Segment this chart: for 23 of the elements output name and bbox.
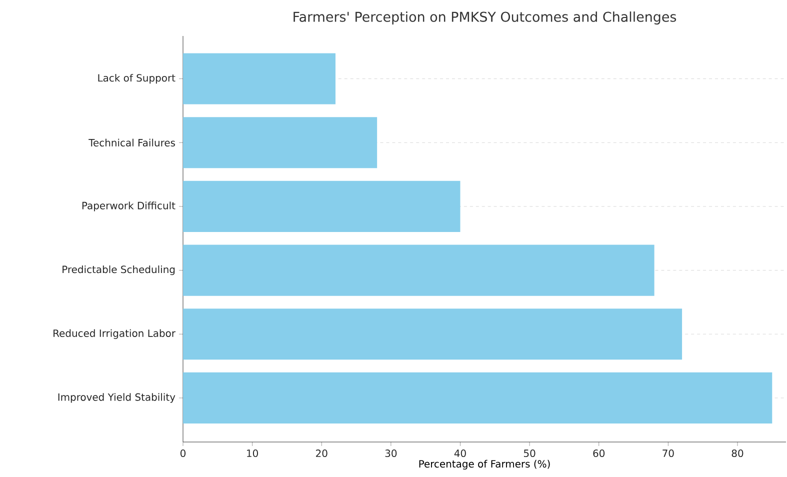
x-tick-label: 30 — [385, 450, 397, 458]
y-tick-label: Reduced Irrigation Labor — [54, 329, 176, 339]
bar — [183, 53, 336, 104]
bar — [183, 308, 682, 360]
x-tick-label: 60 — [593, 450, 605, 458]
y-tick-label: Lack of Support — [98, 74, 176, 84]
chart-title: Farmers' Perception on PMKSY Outcomes and Challenges — [294, 11, 676, 24]
x-tick-label: 0 — [180, 450, 186, 458]
y-tick-label: Predictable Scheduling — [62, 265, 175, 276]
y-tick-label: Improved Yield Stability — [58, 393, 176, 403]
y-tick-label: Paperwork Difficult — [82, 202, 176, 212]
x-tick-label: 80 — [732, 450, 744, 458]
y-tick-label: Technical Failures — [88, 138, 176, 146]
bar — [183, 117, 378, 168]
bar — [183, 244, 654, 296]
bar — [183, 372, 772, 424]
x-axis-title: Percentage of Farmers (%) — [419, 460, 550, 470]
x-tick-label: 40 — [454, 450, 466, 458]
x-tick-label: 50 — [524, 450, 536, 458]
x-tick-label: 10 — [247, 450, 258, 458]
x-tick-label: 20 — [316, 450, 328, 458]
x-tick-label: 70 — [662, 450, 674, 458]
bar — [183, 180, 460, 232]
